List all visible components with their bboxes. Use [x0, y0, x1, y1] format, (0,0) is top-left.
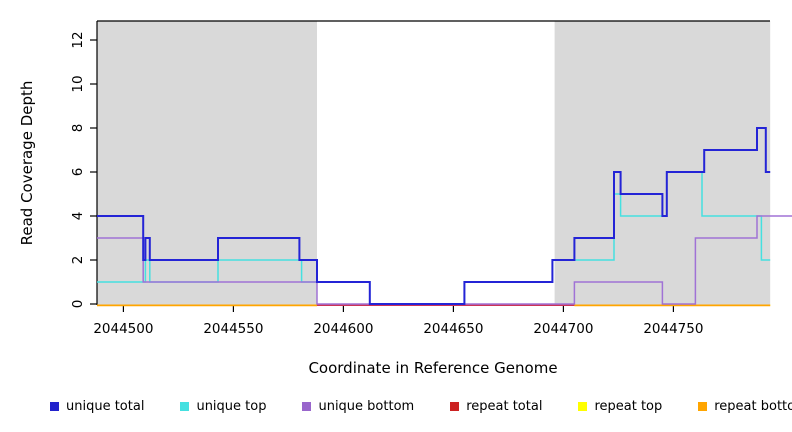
legend-label: unique bottom: [318, 399, 415, 414]
legend-swatch: [450, 402, 460, 411]
x-tick-label: 2044600: [313, 321, 373, 337]
legend-label: unique top: [196, 399, 267, 414]
x-tick-label: 2044700: [533, 321, 593, 337]
x-tick-label: 2044500: [93, 321, 153, 337]
legend-item-unique-top: unique top: [180, 399, 266, 414]
y-tick-label: 12: [70, 31, 86, 48]
x-tick-label: 2044650: [423, 321, 483, 337]
legend-label: repeat bottom: [714, 399, 792, 414]
legend-item-unique-bottom: unique bottom: [302, 399, 414, 414]
shaded-region: [554, 21, 771, 305]
legend-item-repeat-top: repeat top: [578, 399, 662, 414]
legend-label: repeat total: [466, 399, 543, 414]
legend-swatch: [180, 402, 190, 411]
y-tick-label: 10: [70, 75, 86, 92]
x-axis-title: Coordinate in Reference Genome: [308, 359, 558, 377]
coverage-chart: 0 2 4 6 8 10 12 2044500 2044550 2044600 2044650 204…: [70, 20, 792, 337]
y-tick-label: 8: [70, 124, 86, 133]
legend-label: unique total: [66, 399, 145, 414]
y-tick-label: 6: [70, 168, 86, 177]
legend-swatch: [50, 402, 59, 411]
y-tick-label: 4: [70, 212, 86, 221]
legend-item-repeat-total: repeat total: [450, 399, 542, 414]
y-tick-label: 0: [70, 300, 86, 309]
legend-swatch: [302, 402, 312, 411]
legend-swatch: [578, 402, 588, 411]
y-axis-title: Read Coverage Depth: [18, 80, 36, 246]
y-tick-label: 2: [70, 256, 86, 265]
legend-label: repeat top: [594, 399, 663, 414]
legend-item-repeat-bottom: repeat bottom: [698, 399, 792, 414]
x-tick-label: 2044750: [643, 321, 703, 337]
legend-swatch: [698, 402, 708, 411]
x-tick-label: 2044550: [203, 321, 263, 337]
series-unique-bottom: [97, 215, 792, 305]
legend-item-unique-total: unique total: [50, 399, 144, 414]
series-unique-total: [97, 127, 771, 305]
shaded-region: [97, 21, 317, 305]
legend: unique total unique top unique bottom repea…: [50, 399, 792, 414]
